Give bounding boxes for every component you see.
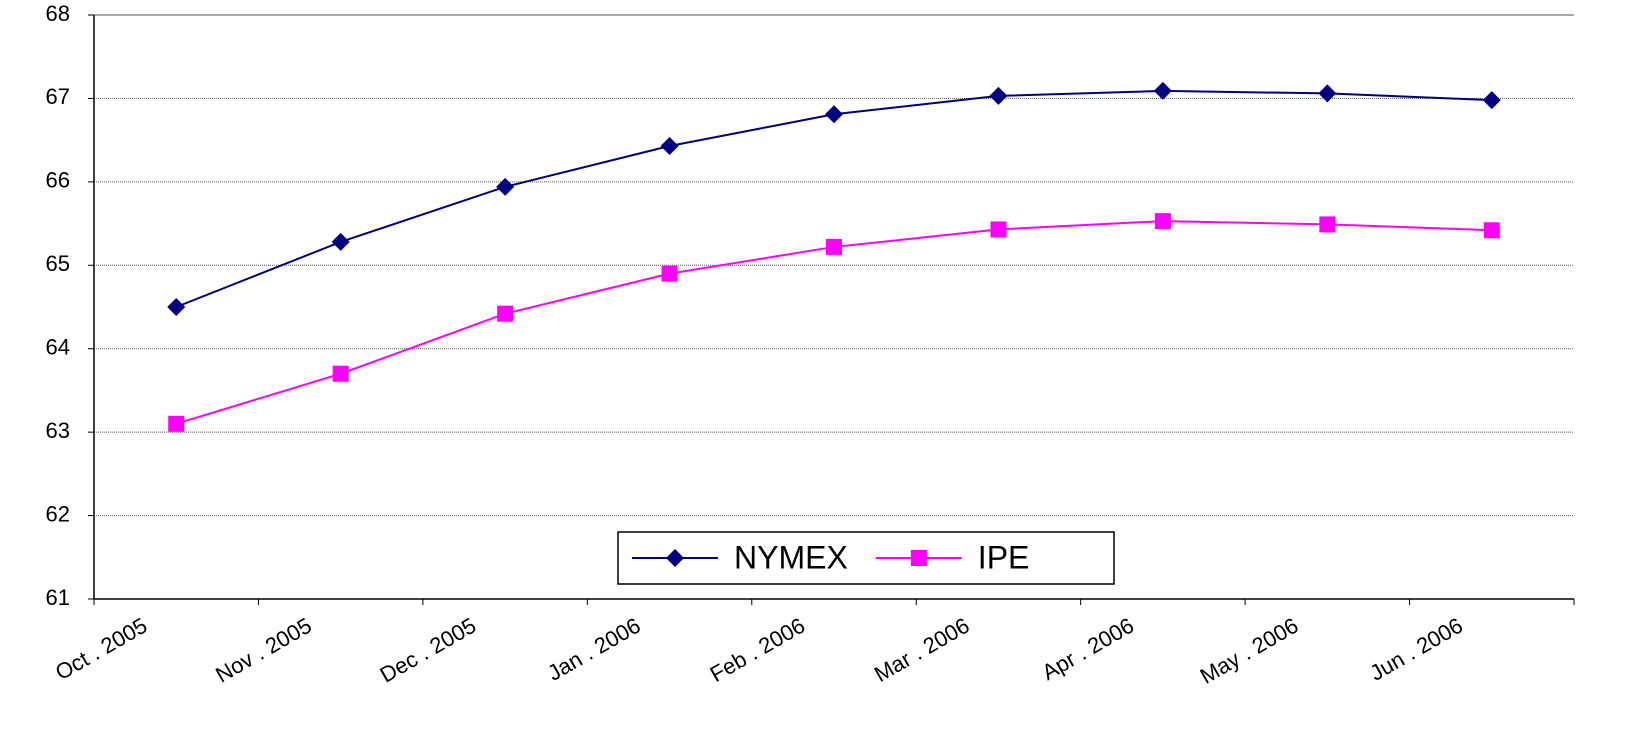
marker <box>168 415 185 432</box>
marker <box>661 265 678 282</box>
x-tick-label: Feb . 2006 <box>706 613 810 687</box>
marker <box>910 550 927 566</box>
legend-label: NYMEX <box>734 539 848 575</box>
y-tick-label: 61 <box>46 585 70 610</box>
series-line <box>175 89 1492 308</box>
y-tick-label: 66 <box>46 168 70 193</box>
x-tick-label: May . 2006 <box>1196 613 1303 689</box>
marker <box>332 365 349 382</box>
legend: NYMEX IPE <box>617 531 1115 585</box>
marker <box>989 86 1008 105</box>
marker <box>825 105 843 124</box>
y-tick-label: 63 <box>46 418 70 443</box>
x-tick-label: Oct . 2005 <box>51 613 151 685</box>
marker <box>331 232 350 251</box>
marker <box>990 221 1007 238</box>
marker <box>1483 222 1500 239</box>
marker <box>496 177 515 196</box>
x-tick-label: Nov . 2005 <box>211 613 316 688</box>
marker <box>1153 81 1172 100</box>
x-tick-label: Dec . 2005 <box>376 613 481 688</box>
marker <box>1319 216 1336 233</box>
legend-label: IPE <box>978 539 1030 575</box>
marker <box>1318 84 1337 103</box>
marker <box>1482 91 1501 110</box>
x-tick-label: Apr . 2006 <box>1038 613 1138 685</box>
y-tick-label: 62 <box>46 501 70 526</box>
marker <box>660 136 679 155</box>
marker <box>497 305 514 322</box>
marker <box>826 238 842 255</box>
marker <box>167 298 186 316</box>
y-tick-label: 68 <box>46 1 70 26</box>
y-tick-label: 64 <box>46 335 70 360</box>
x-tick-label: Mar . 2006 <box>870 613 974 687</box>
marker <box>1154 213 1171 230</box>
y-tick-label: 65 <box>46 251 70 276</box>
x-tick-label: Jun . 2006 <box>1365 613 1466 686</box>
marker <box>666 549 684 567</box>
y-tick-label: 67 <box>46 84 70 109</box>
x-tick-label: Jan . 2006 <box>543 613 644 686</box>
